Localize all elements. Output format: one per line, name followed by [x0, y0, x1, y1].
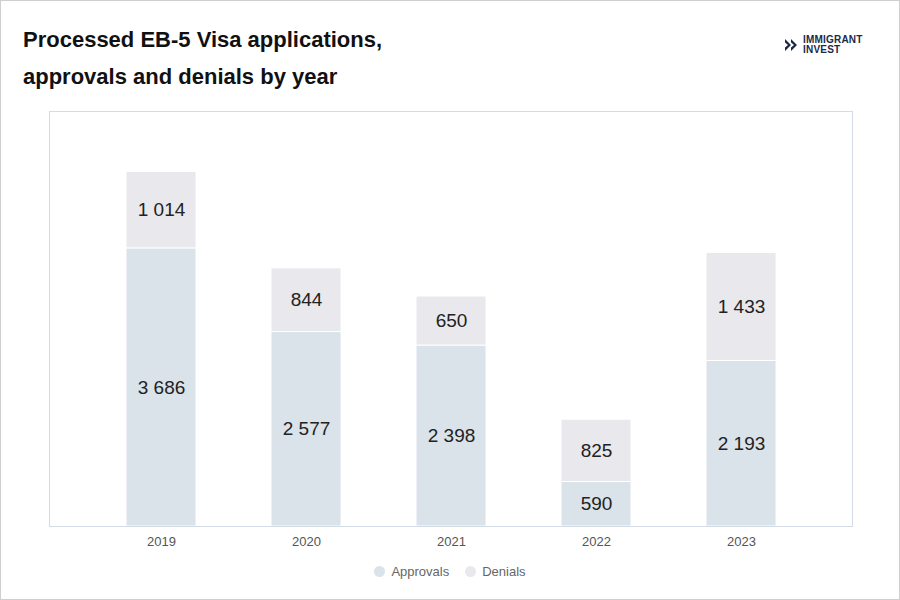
html-text:Denials: Denials: [482, 564, 526, 579]
svg-text:2019: 2019: [147, 534, 176, 549]
svg-text:825: 825: [581, 440, 613, 461]
html-text:Approvals: Approvals: [391, 564, 450, 579]
svg-text:1 433: 1 433: [718, 296, 766, 317]
html-text:Processed EB-5 Visa applicatio: Processed EB-5 Visa applications, approv…: [23, 27, 383, 89]
html-text:IMMIGRANT INVEST: IMMIGRANT INVEST: [803, 34, 863, 55]
svg-text:1 014: 1 014: [138, 199, 186, 220]
svg-text:2 577: 2 577: [283, 418, 331, 439]
svg-text:3 686: 3 686: [138, 377, 186, 398]
svg-text:2020: 2020: [292, 534, 321, 549]
svg-text:2022: 2022: [582, 534, 611, 549]
svg-text:590: 590: [581, 493, 613, 514]
svg-text:844: 844: [291, 289, 323, 310]
svg-text:650: 650: [436, 310, 468, 331]
svg-text:2023: 2023: [727, 534, 756, 549]
svg-text:2 398: 2 398: [428, 425, 476, 446]
svg-text:2 193: 2 193: [718, 433, 766, 454]
svg-text:2021: 2021: [437, 534, 466, 549]
